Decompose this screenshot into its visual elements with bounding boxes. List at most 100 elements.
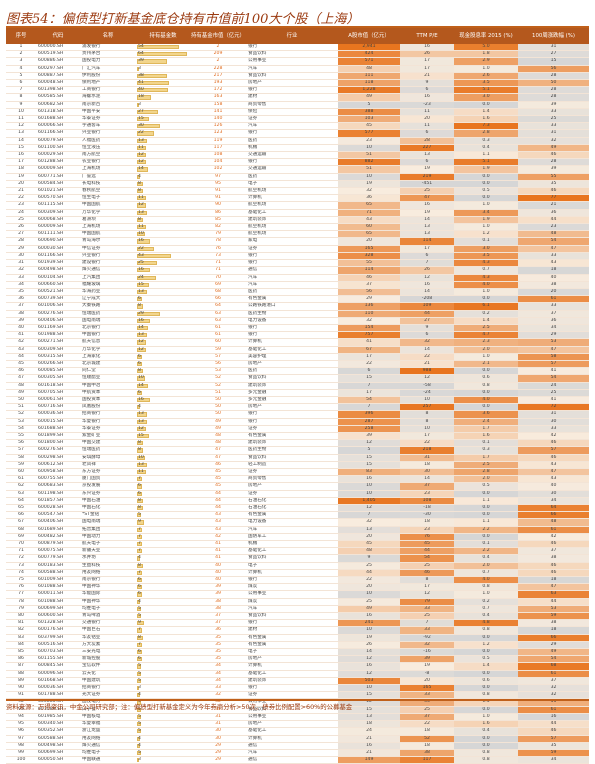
change-cell: 49 bbox=[518, 144, 589, 153]
industry-cell: 公路铁路港口 bbox=[246, 302, 338, 311]
name-cell: 中国联通 bbox=[80, 756, 136, 764]
fund-count-bar bbox=[137, 455, 145, 460]
fund-count-bar bbox=[137, 117, 149, 122]
fund-mv-cell: 41 bbox=[190, 540, 246, 549]
rank-cell: 62 bbox=[6, 482, 36, 491]
a-cap-cell: 12 bbox=[338, 504, 400, 513]
name-cell: 国电南瑞 bbox=[80, 518, 136, 527]
fund-count-value: 7 bbox=[138, 627, 141, 633]
pe-cell: -23 bbox=[400, 101, 454, 109]
rank-cell: 5 bbox=[6, 72, 36, 81]
fund-count-cell: 7 bbox=[136, 547, 190, 556]
table-row: 3 600886.SH 国投电力 39 2 公用事业 571 17 2.9 15 bbox=[6, 57, 589, 66]
code-cell: 601006.SH bbox=[36, 302, 80, 311]
pe-cell: 79 bbox=[400, 598, 454, 606]
fund-mv-cell: 140 bbox=[190, 115, 246, 124]
fund-count-bar bbox=[137, 383, 148, 388]
name-cell: 老凤祥 bbox=[80, 461, 136, 469]
code-cell: 600085.SH bbox=[36, 367, 80, 376]
pe-cell: 16 bbox=[400, 281, 454, 289]
rank-cell: 63 bbox=[6, 490, 36, 498]
a-cap-cell: 6 bbox=[338, 367, 400, 376]
fund-count-value: 29 bbox=[138, 310, 144, 316]
industry-cell: 基础化工 bbox=[246, 346, 338, 354]
table-row: 69 600482.SH 中国动力 7 42 国防军工 20 76 0.0 42 bbox=[6, 533, 589, 542]
change-cell: 16 bbox=[518, 713, 589, 722]
fund-count-cell: 10 bbox=[136, 454, 190, 462]
code-cell: 600009.SH bbox=[36, 165, 80, 174]
industry-cell: 食品饮料 bbox=[246, 72, 338, 81]
name-cell: 广汇汽车 bbox=[80, 65, 136, 73]
name-cell: 安琪酵母 bbox=[80, 454, 136, 462]
industry-cell: 电力设备 bbox=[246, 317, 338, 325]
dividend-cell: 1.2 bbox=[454, 641, 518, 650]
rank-cell: 49 bbox=[6, 389, 36, 397]
col-name: 名称 bbox=[80, 28, 136, 44]
fund-count-cell: 16 bbox=[136, 237, 190, 246]
industry-cell: 有色金属 bbox=[246, 641, 338, 650]
fund-count-cell: 3 bbox=[136, 101, 190, 109]
pe-cell: 27 bbox=[400, 317, 454, 325]
dividend-cell: 2.9 bbox=[454, 57, 518, 66]
table-row: 95 600340.SH 华夏幸福 5 31 房地产 18 22 1.6 44 bbox=[6, 720, 589, 729]
fund-mv-cell: 50 bbox=[190, 410, 246, 419]
fund-mv-cell: 61 bbox=[190, 331, 246, 340]
a-cap-cell: 16 bbox=[338, 662, 400, 671]
rank-cell: 2 bbox=[6, 50, 36, 59]
fund-count-bar bbox=[137, 412, 148, 417]
industry-cell: 电子 bbox=[246, 180, 338, 189]
fund-mv-cell: 47 bbox=[190, 454, 246, 462]
fund-count-bar bbox=[137, 534, 143, 539]
pe-cell: 26 bbox=[400, 50, 454, 59]
a-cap-cell: 12 bbox=[338, 670, 400, 678]
a-cap-cell: 44 bbox=[338, 569, 400, 578]
name-cell: 恒瑞医药 bbox=[80, 310, 136, 318]
fund-count-bar bbox=[137, 210, 148, 215]
rank-cell: 38 bbox=[6, 310, 36, 318]
name-cell: 招商银行 bbox=[80, 684, 136, 693]
fund-count-cell: 43 bbox=[136, 252, 190, 261]
a-cap-cell: 10 bbox=[338, 590, 400, 599]
table-row: 65 600028.SH 中国石化 8 44 石油石化 12 -18 0.0 64 bbox=[6, 504, 589, 513]
pe-cell: 28 bbox=[400, 137, 454, 145]
a-cap-cell: 5 bbox=[338, 446, 400, 455]
rank-cell: 33 bbox=[6, 274, 36, 282]
fund-count-bar bbox=[137, 419, 148, 424]
name-cell: 大秦铁路 bbox=[80, 302, 136, 311]
code-cell: 600036.SH bbox=[36, 684, 80, 693]
dividend-cell: 4.7 bbox=[454, 331, 518, 340]
rank-cell: 78 bbox=[6, 598, 36, 606]
a-cap-cell: 37 bbox=[338, 281, 400, 289]
table-row: 21 601021.SH 春秋航空 8 91 航空机场 32 25 0.5 46 bbox=[6, 187, 589, 196]
table-row: 64 601857.SH 中国石油 8 44 石油石化 1,405 108 1.1 34 bbox=[6, 497, 589, 506]
change-cell: 63 bbox=[518, 590, 589, 599]
fund-count-bar bbox=[137, 556, 141, 561]
pe-cell: 18 bbox=[400, 742, 454, 750]
name-cell: 用友网络 bbox=[80, 569, 136, 578]
fund-count-cell: 13 bbox=[136, 418, 190, 426]
change-cell: 27 bbox=[518, 50, 589, 59]
code-cell: 600845.SH bbox=[36, 662, 80, 671]
pe-cell: 12 bbox=[400, 590, 454, 599]
col-rank: 序号 bbox=[6, 28, 36, 44]
table-row: 5 600887.SH 伊利股份 38 217 食品饮料 111 21 2.6 28 bbox=[6, 72, 589, 81]
pe-cell: 14 bbox=[400, 346, 454, 354]
fund-count-value: 6 bbox=[138, 591, 141, 597]
rank-cell: 21 bbox=[6, 187, 36, 196]
fund-mv-cell: 49 bbox=[190, 418, 246, 426]
change-cell: 46 bbox=[518, 540, 589, 549]
fund-count-cell: 9 bbox=[136, 619, 190, 628]
fund-count-value: 15 bbox=[138, 281, 144, 287]
code-cell: 600585.SH bbox=[36, 93, 80, 102]
pe-cell: 19 bbox=[400, 165, 454, 174]
fund-count-bar bbox=[137, 513, 141, 518]
change-cell: 42 bbox=[518, 432, 589, 441]
fund-count-value: 64 bbox=[138, 51, 144, 57]
fund-count-cell: 8 bbox=[136, 446, 190, 455]
fund-count-cell: 4 bbox=[136, 554, 190, 563]
pe-cell: 117 bbox=[400, 756, 454, 764]
a-cap-cell: 22 bbox=[338, 576, 400, 585]
dividend-cell: 1.0 bbox=[454, 223, 518, 232]
code-cell: 600498.SH bbox=[36, 742, 80, 750]
change-cell: 30 bbox=[518, 490, 589, 498]
